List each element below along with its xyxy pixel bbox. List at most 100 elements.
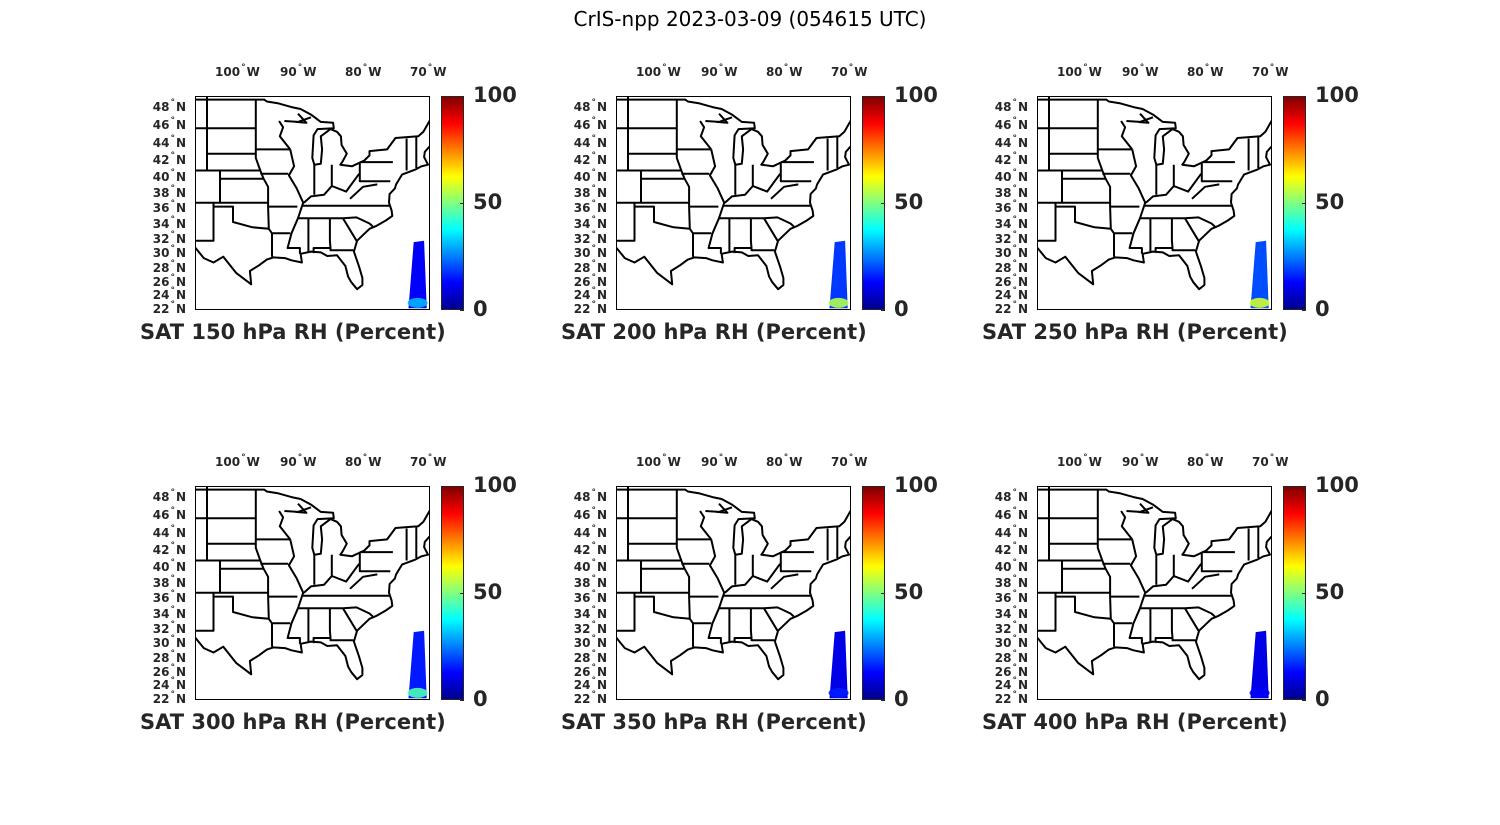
lat-tick-label: 22°N bbox=[152, 690, 186, 706]
lon-tick-label: 90°W bbox=[280, 63, 317, 79]
lon-tick-label: 100°W bbox=[215, 63, 260, 79]
colorbar-tick-label: 0 bbox=[1315, 297, 1330, 321]
us-states-map bbox=[1038, 97, 1271, 309]
lat-tick-label: 28°N bbox=[152, 648, 186, 665]
colorbar-tick-label: 50 bbox=[473, 190, 503, 214]
colorbar-tick-mark bbox=[881, 96, 885, 97]
colorbar-tick-mark bbox=[1302, 593, 1306, 594]
map-axes bbox=[616, 486, 851, 700]
lat-tick-label: 26°N bbox=[152, 662, 186, 679]
lon-tick-label: 100°W bbox=[1057, 63, 1102, 79]
lat-tick-label: 48°N bbox=[573, 488, 607, 504]
lon-tick-label: 80°W bbox=[766, 63, 803, 79]
map-axes bbox=[1037, 486, 1272, 700]
satellite-swath bbox=[829, 240, 848, 309]
panel-title: SAT 350 hPa RH (Percent) bbox=[561, 710, 867, 734]
lon-tick-label: 70°W bbox=[410, 63, 447, 79]
lat-tick-label: 30°N bbox=[573, 634, 607, 651]
lat-tick-label: 26°N bbox=[152, 272, 186, 289]
colorbar-tick-mark bbox=[881, 486, 885, 487]
lon-tick-label: 100°W bbox=[215, 453, 260, 469]
lat-tick-label: 38°N bbox=[573, 573, 607, 590]
swath-south-patch bbox=[1249, 297, 1270, 308]
lat-tick-label: 22°N bbox=[573, 690, 607, 706]
lat-tick-label: 34°N bbox=[152, 214, 186, 231]
swath-south-patch bbox=[1249, 687, 1270, 698]
lat-tick-label: 46°N bbox=[994, 506, 1028, 523]
colorbar-tick-mark bbox=[460, 700, 464, 701]
lon-tick-label: 90°W bbox=[701, 453, 738, 469]
lat-tick-label: 40°N bbox=[573, 557, 607, 574]
satellite-swath bbox=[408, 240, 427, 309]
lon-tick-label: 80°W bbox=[766, 453, 803, 469]
colorbar-tick-label: 100 bbox=[1315, 473, 1359, 497]
colorbar-tick-mark bbox=[1302, 310, 1306, 311]
lat-tick-label: 26°N bbox=[994, 662, 1028, 679]
colorbar-tick-label: 0 bbox=[473, 297, 488, 321]
lat-tick-label: 38°N bbox=[152, 183, 186, 200]
panel-title: SAT 300 hPa RH (Percent) bbox=[140, 710, 446, 734]
lat-tick-label: 34°N bbox=[573, 214, 607, 231]
map-panel: 100°W 90°W 80°W 70°W 48°N 46°N 44°N 42°N 40°N 38°… bbox=[982, 63, 1397, 396]
lat-tick-label: 40°N bbox=[152, 167, 186, 184]
map-panel: 100°W 90°W 80°W 70°W 48°N 46°N 44°N 42°N 40°N 38°… bbox=[982, 453, 1397, 786]
colorbar-tick-label: 100 bbox=[894, 473, 938, 497]
lat-tick-label: 32°N bbox=[573, 619, 607, 636]
colorbar-tick-mark bbox=[881, 700, 885, 701]
lat-tick-label: 48°N bbox=[994, 98, 1028, 114]
colorbar-tick-label: 0 bbox=[894, 297, 909, 321]
map-panel: 100°W 90°W 80°W 70°W 48°N 46°N 44°N 42°N 40°N 38°… bbox=[140, 63, 555, 396]
lat-tick-label: 38°N bbox=[573, 183, 607, 200]
lat-tick-label: 22°N bbox=[152, 300, 186, 316]
figure-title: CrIS-npp 2023-03-09 (054615 UTC) bbox=[573, 7, 927, 31]
lat-tick-label: 22°N bbox=[573, 300, 607, 316]
lat-tick-label: 36°N bbox=[152, 589, 186, 606]
colorbar-tick-mark bbox=[881, 310, 885, 311]
map-axes bbox=[1037, 96, 1272, 310]
lat-tick-label: 30°N bbox=[994, 634, 1028, 651]
colorbar-tick-label: 50 bbox=[894, 190, 924, 214]
lat-tick-label: 30°N bbox=[573, 244, 607, 261]
lat-tick-label: 22°N bbox=[994, 690, 1028, 706]
colorbar-tick-label: 50 bbox=[1315, 580, 1345, 604]
lat-tick-label: 36°N bbox=[152, 199, 186, 216]
map-panel: 100°W 90°W 80°W 70°W 48°N 46°N 44°N 42°N 40°N 38°… bbox=[561, 453, 976, 786]
lat-tick-label: 24°N bbox=[152, 286, 186, 303]
lat-tick-label: 44°N bbox=[573, 134, 607, 151]
state-boundaries bbox=[1038, 97, 1271, 291]
lat-tick-label: 24°N bbox=[994, 286, 1028, 303]
satellite-swath bbox=[1250, 630, 1269, 699]
colorbar-tick-mark bbox=[1302, 203, 1306, 204]
lat-tick-label: 38°N bbox=[994, 573, 1028, 590]
lon-tick-label: 100°W bbox=[636, 63, 681, 79]
lon-tick-label: 70°W bbox=[410, 453, 447, 469]
lon-tick-label: 90°W bbox=[280, 453, 317, 469]
colorbar-tick-label: 100 bbox=[1315, 83, 1359, 107]
lat-tick-label: 46°N bbox=[573, 116, 607, 133]
lat-tick-label: 46°N bbox=[573, 506, 607, 523]
lat-tick-label: 30°N bbox=[152, 634, 186, 651]
lat-tick-label: 42°N bbox=[152, 151, 186, 168]
state-boundaries bbox=[196, 487, 429, 681]
lat-tick-label: 26°N bbox=[573, 662, 607, 679]
colorbar-tick-mark bbox=[1302, 96, 1306, 97]
lat-tick-label: 24°N bbox=[573, 286, 607, 303]
map-axes bbox=[195, 96, 430, 310]
lat-tick-label: 22°N bbox=[994, 300, 1028, 316]
colorbar-tick-mark bbox=[1302, 486, 1306, 487]
lat-tick-label: 36°N bbox=[994, 199, 1028, 216]
lon-tick-label: 100°W bbox=[636, 453, 681, 469]
lat-tick-label: 46°N bbox=[152, 116, 186, 133]
lat-tick-label: 28°N bbox=[994, 258, 1028, 275]
lat-tick-label: 42°N bbox=[573, 541, 607, 558]
lon-tick-label: 90°W bbox=[701, 63, 738, 79]
swath-south-patch bbox=[828, 297, 849, 308]
lat-tick-label: 44°N bbox=[152, 134, 186, 151]
lat-tick-label: 24°N bbox=[573, 676, 607, 693]
lat-tick-label: 46°N bbox=[152, 506, 186, 523]
us-states-map bbox=[617, 97, 850, 309]
lat-tick-label: 48°N bbox=[152, 98, 186, 114]
lat-tick-label: 36°N bbox=[994, 589, 1028, 606]
lon-tick-label: 70°W bbox=[831, 453, 868, 469]
satellite-swath bbox=[829, 630, 848, 699]
